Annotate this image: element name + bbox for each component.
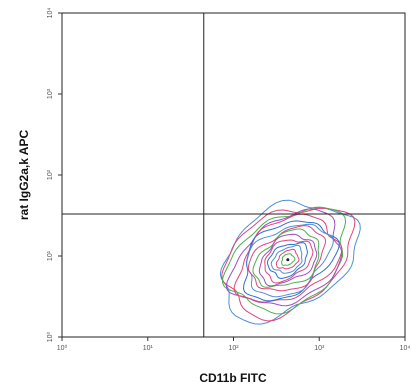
- contour-level-12: [270, 244, 303, 274]
- y-axis-title: rat IgG2a,k APC: [17, 130, 31, 221]
- contour-level-10: [264, 239, 314, 284]
- contour-level-14: [281, 253, 296, 266]
- y-tick-label-2: 10²: [47, 169, 54, 180]
- x-tick-label-0: 10⁰: [57, 344, 68, 352]
- y-axis-ticks: 10⁰ 10¹ 10² 10³ 10⁴: [46, 8, 62, 343]
- y-tick-label-3: 10³: [47, 88, 54, 99]
- contour-level-6: [246, 223, 334, 298]
- x-tick-label-4: 10⁴: [400, 345, 411, 352]
- contour-level-5: [242, 220, 340, 302]
- x-tick-label-3: 10³: [314, 345, 325, 352]
- contour-level-7: [247, 225, 327, 292]
- contour-level-4: [233, 213, 343, 303]
- contour-level-0: [219, 199, 361, 325]
- contour-level-9: [258, 233, 318, 287]
- contour-lines: [219, 199, 361, 325]
- y-tick-label-0: 10⁰: [46, 332, 54, 343]
- x-axis-title: CD11b FITC: [199, 371, 267, 385]
- y-tick-label-4: 10⁴: [47, 8, 54, 19]
- contour-level-3: [225, 208, 343, 307]
- contour-level-13: [275, 248, 300, 270]
- x-tick-label-2: 10²: [228, 345, 239, 352]
- x-tick-label-1: 10¹: [143, 345, 154, 352]
- population-center-dot: [286, 258, 290, 262]
- y-tick-label-1: 10¹: [47, 250, 54, 261]
- contour-level-11: [266, 242, 308, 279]
- x-axis-ticks: 10⁰ 10¹ 10² 10³ 10⁴: [57, 337, 411, 352]
- contour-level-8: [252, 228, 320, 288]
